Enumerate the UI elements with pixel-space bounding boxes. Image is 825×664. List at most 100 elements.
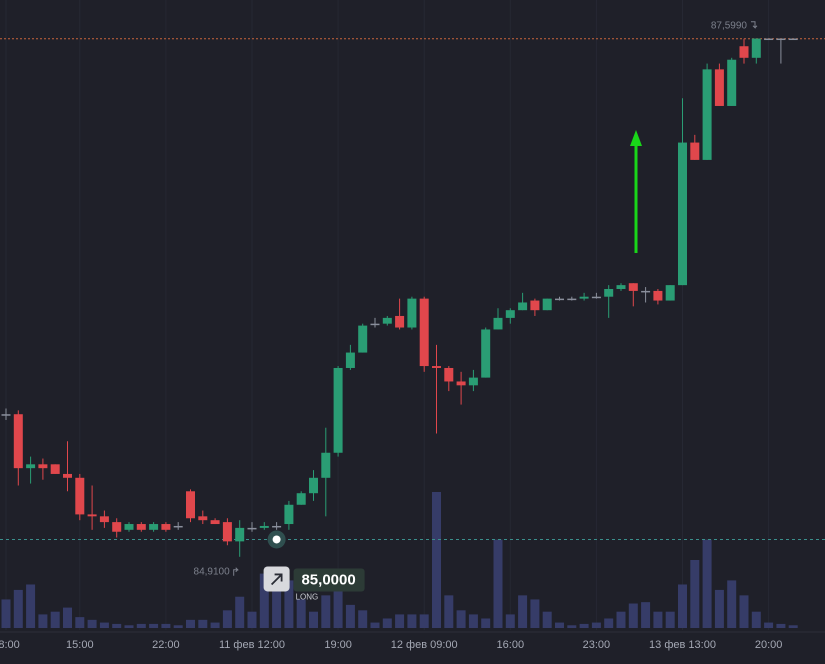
volume-bar — [739, 595, 749, 628]
candle-body — [567, 298, 577, 301]
volume-bar — [149, 623, 159, 628]
candle-body — [63, 473, 72, 478]
candle-body — [518, 302, 528, 311]
volume-bar — [124, 625, 134, 628]
candle-body — [345, 352, 355, 368]
candle-body — [272, 525, 282, 528]
candle-body — [751, 38, 761, 58]
position-price-box — [293, 568, 365, 592]
x-tick-label: 20:00 — [755, 639, 783, 651]
candle-body — [198, 516, 208, 521]
volume-bar — [407, 614, 417, 628]
volume-bar — [222, 610, 232, 628]
entry-marker — [272, 535, 281, 544]
x-tick-label: 12 фев 09:00 — [391, 639, 458, 651]
volume-bar — [309, 611, 318, 628]
candles — [1, 38, 798, 557]
annotations: 87,5990 84,9100 85,0000 LONG — [194, 20, 758, 602]
candle-body — [333, 367, 343, 453]
x-axis: 08:00 15:00 22:00 11 фев 12:00 19:00 12 фев 0… — [0, 639, 782, 651]
candle-body — [419, 298, 429, 367]
candle-body — [505, 310, 515, 318]
candle-body — [222, 522, 232, 542]
candle-body — [321, 452, 331, 478]
candle-body — [136, 524, 146, 530]
volume-bar — [555, 622, 564, 628]
volume-bar — [358, 610, 368, 628]
volume-bar — [321, 595, 331, 628]
x-tick-label: 19:00 — [324, 639, 352, 651]
x-tick-label: 22:00 — [152, 639, 180, 651]
volume-bar — [542, 611, 552, 628]
candle-body — [13, 414, 23, 469]
volume-bar — [186, 619, 195, 628]
volume-bar — [432, 492, 441, 628]
candle-body — [776, 38, 786, 41]
candle-body — [714, 69, 724, 106]
candle-body — [112, 522, 122, 532]
volume-bar — [173, 625, 183, 628]
candle-body — [604, 288, 614, 297]
volume-bar — [333, 584, 343, 628]
high-label-icon — [751, 21, 758, 29]
volume-bar — [210, 622, 220, 628]
candle-body — [173, 525, 183, 528]
candle-body — [395, 315, 405, 328]
candle-body — [26, 464, 36, 469]
candle-body — [591, 296, 601, 299]
volume-bar — [653, 611, 663, 628]
high-label: 87,5990 — [711, 20, 748, 31]
candle-body — [309, 477, 318, 494]
volume-bar — [99, 622, 109, 628]
volume-bar — [259, 573, 269, 628]
volume-bar — [235, 596, 245, 628]
volume-bar — [112, 623, 122, 628]
candle-body — [665, 285, 675, 301]
volume-bar — [370, 622, 380, 628]
candle-body — [99, 516, 109, 523]
volume-bar — [26, 584, 36, 628]
price-lines — [0, 38, 825, 540]
candle-body — [38, 464, 48, 469]
x-tick-label: 16:00 — [497, 639, 525, 651]
candle-body — [50, 464, 60, 474]
position-price: 85,0000 — [301, 571, 355, 588]
volume-bar — [272, 589, 282, 628]
candle-body — [149, 524, 159, 530]
volume-bar — [87, 619, 97, 628]
candle-body — [468, 377, 478, 386]
grid — [5, 0, 770, 630]
volume-bar — [75, 617, 85, 628]
volume-bar — [161, 623, 171, 628]
volume-bar — [382, 618, 392, 628]
volume-bar — [518, 595, 528, 628]
volume-bar — [247, 611, 257, 628]
volume-bar — [444, 595, 454, 628]
volume-bar — [776, 623, 786, 628]
volume-bar — [764, 622, 774, 628]
arrow-head — [630, 130, 642, 146]
volume-bar — [567, 625, 577, 628]
candle-body — [407, 298, 417, 328]
candle-body — [702, 69, 712, 160]
volume-bar — [579, 623, 589, 628]
volume-bar — [604, 618, 614, 628]
candle-body — [161, 524, 171, 530]
volume-bar — [493, 539, 503, 628]
candle-body — [284, 504, 294, 525]
candle-body — [382, 317, 392, 324]
candle-body — [530, 300, 540, 311]
candle-body — [616, 285, 626, 289]
candle-body — [788, 38, 798, 41]
volume-bar — [419, 614, 429, 628]
volume-bar — [751, 611, 761, 628]
candle-body — [75, 477, 85, 515]
candle-body — [1, 414, 11, 416]
x-tick-label: 13 фев 13:00 — [649, 639, 716, 651]
x-tick-label: 23:00 — [583, 639, 611, 651]
x-tick-label: 08:00 — [0, 639, 20, 651]
low-label: 84,9100 — [194, 566, 231, 577]
volume-bar — [468, 614, 478, 628]
